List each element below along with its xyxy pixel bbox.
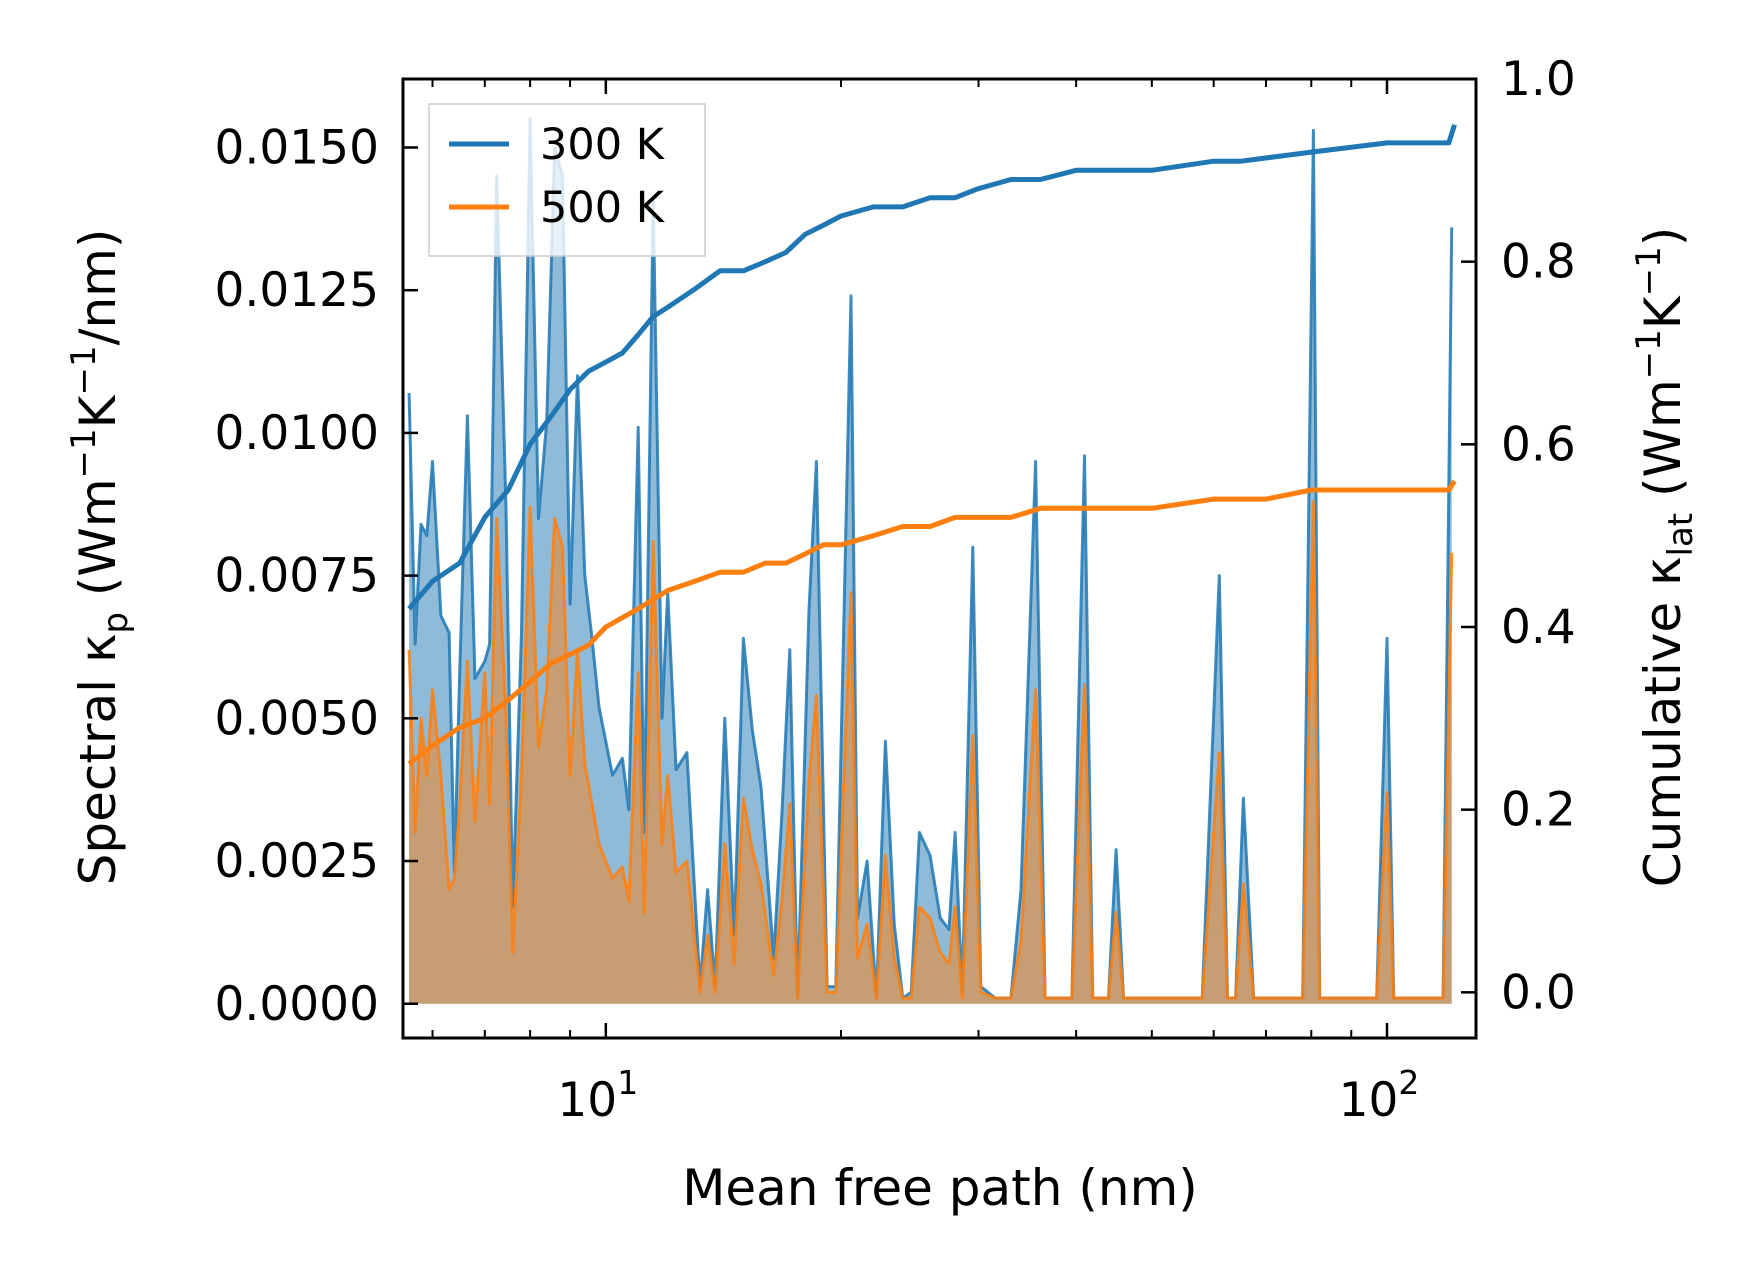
left-y-tick-label: 0.0050: [215, 691, 379, 746]
legend-box: [428, 103, 706, 257]
cumulative-line-1: [407, 479, 1457, 766]
spectral-line-0: [407, 117, 1454, 1000]
x-axis-label: Mean free path (nm): [682, 1159, 1198, 1217]
right-y-tick-label: 0.6: [1501, 417, 1576, 472]
spectral-line-1: [407, 499, 1454, 1000]
cumulative-line-0: [407, 123, 1457, 611]
right-y-tick-label: 0.4: [1501, 600, 1576, 655]
right-y-tick-label: 0.2: [1501, 783, 1576, 838]
right-y-tick-label: 0.0: [1501, 965, 1576, 1020]
series-layer: [407, 117, 1457, 1004]
left-y-tick-label: 0.0025: [215, 834, 379, 889]
spectral-area-1: [409, 501, 1452, 1004]
legend-label-300k: 300 K: [540, 120, 666, 170]
x-tick-label: 102: [1339, 1063, 1420, 1128]
right-y-tick-label: 1.0: [1501, 52, 1576, 107]
left-y-axis-label: Spectral κp (Wm−1K−1/nm): [64, 229, 136, 886]
left-y-tick-label: 0.0100: [215, 406, 379, 461]
plot-frame: [401, 77, 1478, 1040]
axes-layer: 0.00000.00250.00500.00750.01000.01250.01…: [215, 52, 1576, 1128]
left-y-tick-label: 0.0125: [215, 263, 379, 318]
x-tick-label: 101: [557, 1063, 638, 1128]
right-y-tick-label: 0.8: [1501, 235, 1576, 290]
left-y-tick-label: 0.0000: [215, 977, 379, 1032]
legend: 300 K 500 K: [428, 103, 706, 257]
left-y-tick-label: 0.0075: [215, 549, 379, 604]
left-y-tick-label: 0.0150: [215, 121, 379, 176]
right-y-axis-label: Cumulative κlat (Wm−1K−1): [1629, 227, 1701, 887]
legend-label-500k: 500 K: [540, 183, 666, 233]
